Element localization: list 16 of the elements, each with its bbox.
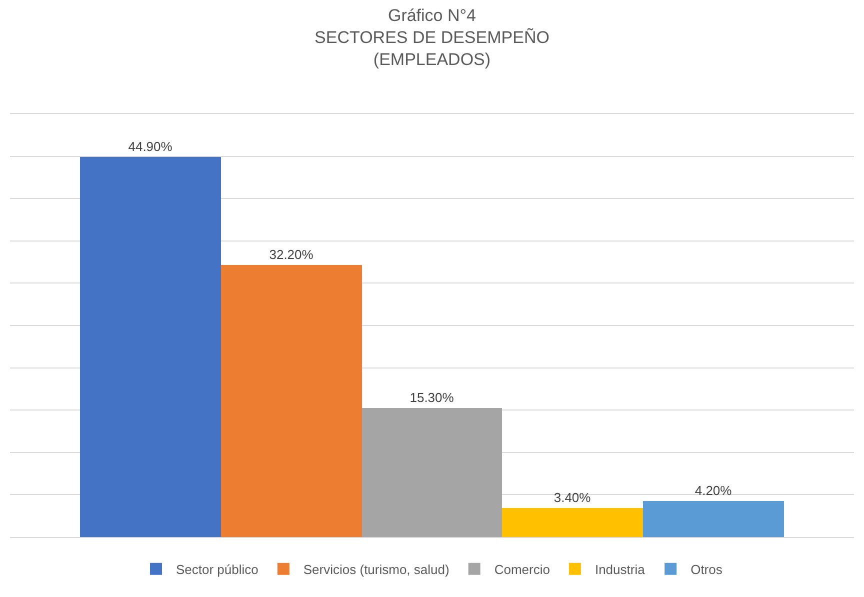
data-label: 32.20% [269,247,314,262]
bar [362,408,502,537]
bar [502,508,643,537]
legend-label: Servicios (turismo, salud) [303,562,450,577]
data-label: 4.20% [694,483,732,498]
data-label: 15.30% [410,390,454,405]
bar [80,157,221,537]
legend-label: Otros [690,562,723,577]
chart-title: Gráfico N°4 SECTORES DE DESEMPEÑO (EMPLEADOS) [314,6,550,70]
bar [643,501,784,537]
bar [221,265,362,537]
data-label: 44.90% [128,139,173,154]
data-label: 3.40% [554,490,592,505]
legend-label: Sector público [176,562,258,577]
legend-label: Industria [594,562,646,577]
legend-label: Comercio [494,562,550,577]
